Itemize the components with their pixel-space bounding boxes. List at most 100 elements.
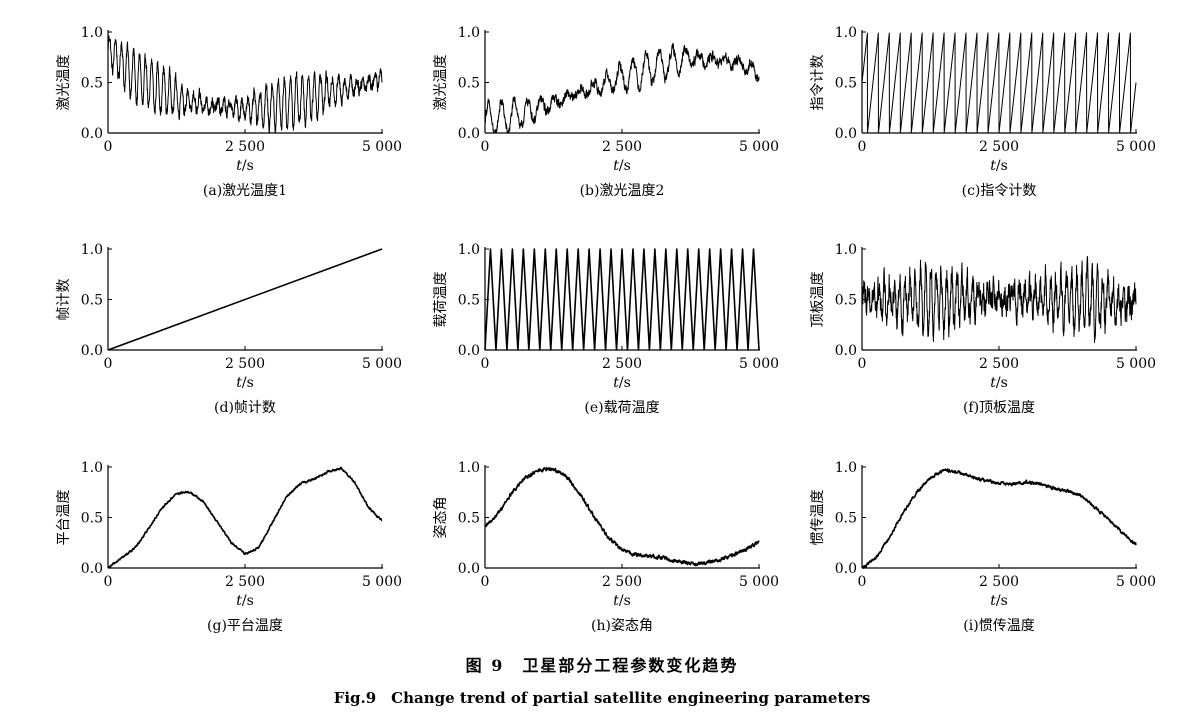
subplot-caption: (e)载荷温度	[584, 400, 659, 416]
y-tick-label: 0.0	[458, 126, 480, 142]
y-tick-label: 0.0	[458, 343, 480, 359]
y-axis-label: 惯传温度	[809, 490, 826, 546]
x-axis-label: t/s	[236, 375, 254, 391]
x-tick-label: 5 000	[1116, 574, 1156, 590]
series-line	[861, 255, 1137, 343]
y-tick-label: 1.0	[81, 242, 103, 258]
figure-title-en: Fig.9 Change trend of partial satellite …	[333, 689, 871, 707]
y-tick-label: 0.0	[81, 343, 103, 359]
y-tick-label: 0.0	[81, 561, 103, 577]
x-tick-label: 2 500	[602, 574, 642, 590]
y-tick-label: 1.0	[458, 25, 480, 41]
x-tick-label: 2 500	[225, 356, 265, 372]
y-tick-label: 0.5	[81, 511, 103, 527]
y-axis-label: 平台温度	[56, 490, 72, 546]
x-tick-label: 2 500	[602, 356, 642, 372]
subplot-caption: (f)顶板温度	[963, 400, 1035, 416]
figure-title-cn: 图 9 卫星部分工程参数变化趋势	[465, 656, 739, 675]
series-line	[107, 35, 383, 134]
subplot-g: 0.0 0.5 1.0 0 2 500 5 000 t/s 平台温度 (g)平台温度	[56, 460, 402, 634]
y-tick-label: 0.5	[458, 511, 480, 527]
subplot-a: 0.0 0.5 1.0 0 2 500 5 000 t/s 激光温度 (a)激光温度1	[55, 25, 402, 199]
y-tick-label: 1.0	[835, 460, 857, 476]
x-tick-label: 0	[858, 139, 867, 155]
x-tick-label: 2 500	[602, 139, 642, 155]
y-tick-label: 0.5	[458, 293, 480, 309]
x-tick-label: 0	[481, 356, 490, 372]
chart-grid: 0.00.51.00 2 500 5 000t/s激光温度(a)激光温度10.00.…	[55, 25, 1156, 634]
x-axis-label: t/s	[236, 158, 254, 174]
x-axis-label: t/s	[613, 158, 631, 174]
x-tick-label: 0	[481, 139, 490, 155]
x-tick-label: 5 000	[362, 139, 402, 155]
y-tick-label: 0.5	[81, 293, 103, 309]
subplot-d: 0.0 0.5 1.0 0 2 500 5 000 t/s 帧计数 (d)帧计数	[56, 242, 402, 416]
y-tick-label: 0.5	[81, 76, 103, 92]
x-tick-label: 5 000	[1116, 139, 1156, 155]
x-tick-label: 5 000	[1116, 356, 1156, 372]
subplot-e: 0.0 0.5 1.0 0 2 500 5 000 t/s 载荷温度 (e)载荷温度	[433, 242, 779, 416]
y-tick-label: 0.5	[835, 76, 857, 92]
subplot-caption: (h)姿态角	[591, 618, 653, 634]
y-axis-label: 指令计数	[810, 55, 826, 111]
x-tick-label: 5 000	[739, 356, 779, 372]
series-line	[107, 466, 383, 569]
x-tick-label: 0	[481, 574, 490, 590]
series-line	[861, 32, 1137, 134]
subplot-f: 0.0 0.5 1.0 0 2 500 5 000 t/s 顶板温度 (f)顶板温度	[810, 242, 1156, 416]
series-line	[861, 468, 1137, 569]
y-tick-label: 1.0	[835, 25, 857, 41]
x-tick-label: 2 500	[225, 139, 265, 155]
x-tick-label: 2 500	[979, 356, 1019, 372]
subplot-caption: (b)激光温度2	[580, 182, 665, 199]
x-axis-label: t/s	[990, 593, 1008, 609]
series-line	[484, 248, 760, 351]
y-tick-label: 0.0	[835, 343, 857, 359]
series-line	[484, 42, 760, 134]
y-tick-label: 0.5	[835, 511, 857, 527]
subplot-h: 0.0 0.5 1.0 0 2 500 5 000 t/s 姿态角 (h)姿态角	[433, 460, 779, 634]
y-tick-label: 1.0	[835, 242, 857, 258]
subplot-caption: (i)惯传温度	[963, 617, 1034, 634]
subplot-caption: (d)帧计数	[214, 400, 276, 416]
y-tick-label: 1.0	[458, 460, 480, 476]
y-axis-label: 帧计数	[56, 279, 72, 321]
x-tick-label: 0	[858, 574, 867, 590]
x-tick-label: 2 500	[979, 574, 1019, 590]
y-tick-label: 0.0	[835, 561, 857, 577]
y-tick-label: 1.0	[81, 25, 103, 41]
y-axis-label: 姿态角	[433, 497, 449, 539]
x-axis-label: t/s	[613, 593, 631, 609]
x-axis-label: t/s	[990, 158, 1008, 174]
y-tick-label: 0.5	[458, 76, 480, 92]
x-axis-label: t/s	[236, 593, 254, 609]
y-tick-label: 1.0	[458, 242, 480, 258]
subplot-caption: (g)平台温度	[207, 618, 283, 634]
y-tick-label: 0.0	[81, 126, 103, 142]
subplot-caption: (c)指令计数	[962, 183, 1037, 199]
x-tick-label: 0	[858, 356, 867, 372]
subplot-i: 0.0 0.5 1.0 0 2 500 5 000 t/s 惯传温度 (i)惯传温度	[809, 460, 1156, 634]
x-tick-label: 5 000	[362, 574, 402, 590]
y-axis-label: 激光温度	[432, 55, 449, 111]
x-tick-label: 5 000	[739, 139, 779, 155]
x-tick-label: 5 000	[362, 356, 402, 372]
x-axis-label: t/s	[990, 375, 1008, 391]
x-tick-label: 0	[104, 574, 113, 590]
series-line	[484, 467, 760, 567]
x-tick-label: 0	[104, 139, 113, 155]
subplot-c: 0.0 0.5 1.0 0 2 500 5 000 t/s 指令计数 (c)指令计数	[810, 25, 1156, 199]
x-tick-label: 2 500	[979, 139, 1019, 155]
y-axis-label: 激光温度	[55, 55, 72, 111]
x-tick-label: 0	[104, 356, 113, 372]
y-tick-label: 0.0	[835, 126, 857, 142]
x-axis-label: t/s	[613, 375, 631, 391]
y-tick-label: 0.5	[835, 293, 857, 309]
series-line	[107, 248, 383, 351]
y-tick-label: 1.0	[81, 460, 103, 476]
y-axis-label: 载荷温度	[433, 272, 449, 328]
subplot-b: 0.0 0.5 1.0 0 2 500 5 000 t/s 激光温度 (b)激光温度2	[432, 25, 779, 199]
x-tick-label: 5 000	[739, 574, 779, 590]
y-tick-label: 0.0	[458, 561, 480, 577]
